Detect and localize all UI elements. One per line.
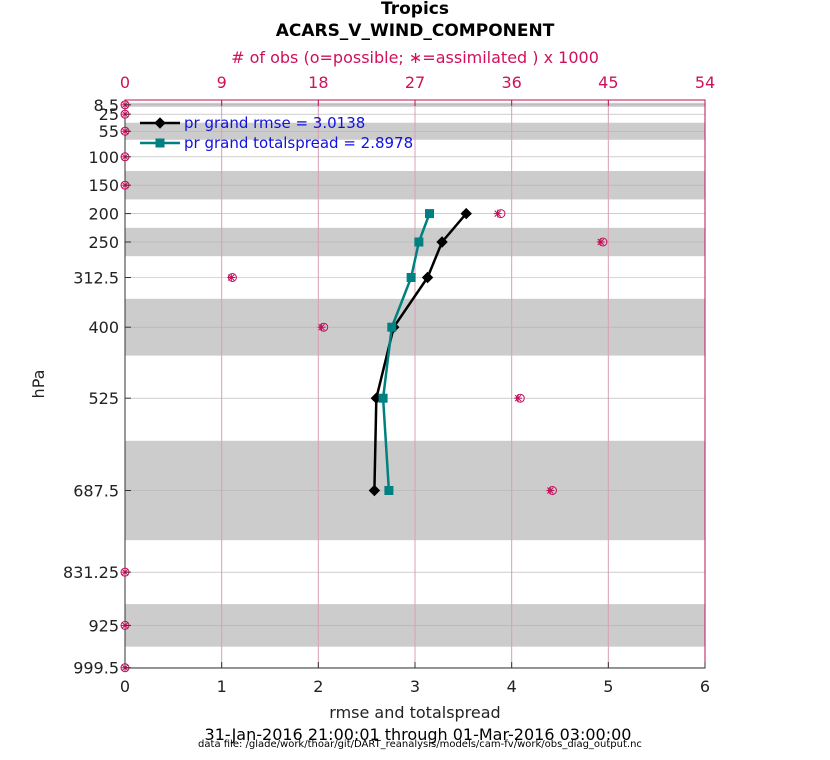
y-tick-label-10: 687.5: [73, 482, 119, 501]
series-1-point-5: [384, 486, 394, 495]
y-tick-label-8: 400: [88, 318, 119, 337]
data-file-path: data file: /glade/work/thoar/git/DART_re…: [198, 739, 642, 750]
y-tick-label-7: 312.5: [73, 269, 119, 288]
y-tick-label-3: 100: [88, 148, 119, 167]
x-axis-label: rmse and totalspread: [329, 703, 500, 722]
y-tick-label-1: 25: [99, 105, 119, 124]
obs-assimilated-marker-9: [514, 394, 523, 403]
series-1-point-3: [387, 322, 397, 332]
x-tick-label-5: 5: [603, 677, 613, 696]
top-tick-label-4: 36: [501, 73, 521, 92]
top-tick-label-5: 45: [598, 73, 618, 92]
series-1-point-0: [425, 209, 434, 219]
series-0-point-2: [421, 271, 434, 284]
series-0-point-1: [436, 236, 448, 248]
asterisk-stroke-6-3: [597, 238, 605, 246]
legend-label-0: pr grand rmse = 3.0138: [184, 114, 365, 132]
y-tick-label-0: 8.5: [94, 96, 119, 115]
asterisk-stroke-9-3: [514, 394, 522, 402]
y-tick-label-5: 200: [88, 205, 119, 224]
y-tick-label-4: 150: [88, 176, 119, 195]
asterisk-stroke-7-3: [227, 274, 235, 281]
y-tick-label-2: 55: [99, 122, 119, 141]
x-tick-label-4: 4: [507, 677, 517, 696]
series-0-point-5: [368, 484, 381, 497]
x-tick-label-1: 1: [217, 677, 227, 696]
asterisk-stroke-8-3: [318, 323, 325, 331]
series-lines: [368, 207, 472, 497]
obs-assimilated-marker-7: [227, 273, 236, 282]
series-1-point-4: [378, 393, 388, 403]
series-line-1: [381, 213, 431, 491]
series-1-point-2: [406, 273, 416, 282]
x-tick-label-2: 2: [313, 677, 323, 696]
y-tick-label-13: 999.5: [73, 659, 119, 678]
vertical-gridlines: [221, 100, 609, 668]
y-tick-label-6: 250: [88, 233, 119, 252]
asterisk-stroke-10-3: [546, 487, 554, 494]
top-tick-label-2: 18: [308, 73, 328, 92]
obs-assimilated-marker-10: [546, 486, 555, 495]
series-1-point-1: [414, 237, 424, 247]
legend-marker-1: [155, 138, 165, 148]
top-tick-label-6: 54: [695, 73, 715, 92]
chart-subtitle: ACARS_V_WIND_COMPONENT: [276, 21, 555, 41]
top-axis-label: # of obs (o=possible; ∗=assimilated ) x …: [231, 48, 599, 67]
y-axis-label: hPa: [29, 370, 48, 399]
series-0-point-0: [460, 207, 472, 220]
legend-label-1: pr grand totalspread = 2.8978: [184, 134, 413, 152]
chart-title: Tropics: [381, 0, 449, 19]
top-tick-label-3: 27: [405, 73, 425, 92]
y-tick-label-9: 525: [88, 389, 119, 408]
legend: pr grand rmse = 3.0138 pr grand totalspre…: [140, 114, 413, 152]
top-tick-label-1: 9: [217, 73, 227, 92]
series-line-0: [373, 212, 468, 491]
y-tick-label-11: 831.25: [63, 563, 119, 582]
obs-assimilated-marker-8: [317, 323, 326, 332]
y-tick-label-12: 925: [88, 616, 119, 635]
top-tick-label-0: 0: [120, 73, 130, 92]
legend-marker-0: [154, 117, 166, 129]
x-tick-label-0: 0: [120, 677, 130, 696]
date-range: 31-Jan-2016 21:00:01 through 01-Mar-2016…: [205, 725, 632, 744]
obs-assimilated-marker-6: [596, 238, 605, 246]
x-tick-label-3: 3: [410, 677, 420, 696]
obs-assimilated-marker-5: [493, 209, 502, 218]
x-tick-label-6: 6: [700, 677, 710, 696]
asterisk-stroke-5-3: [494, 210, 502, 217]
axis-ticks: 0 9 18 27 36 45 540 1 2 3 4 5 68.5255510015020025031…: [63, 73, 715, 696]
